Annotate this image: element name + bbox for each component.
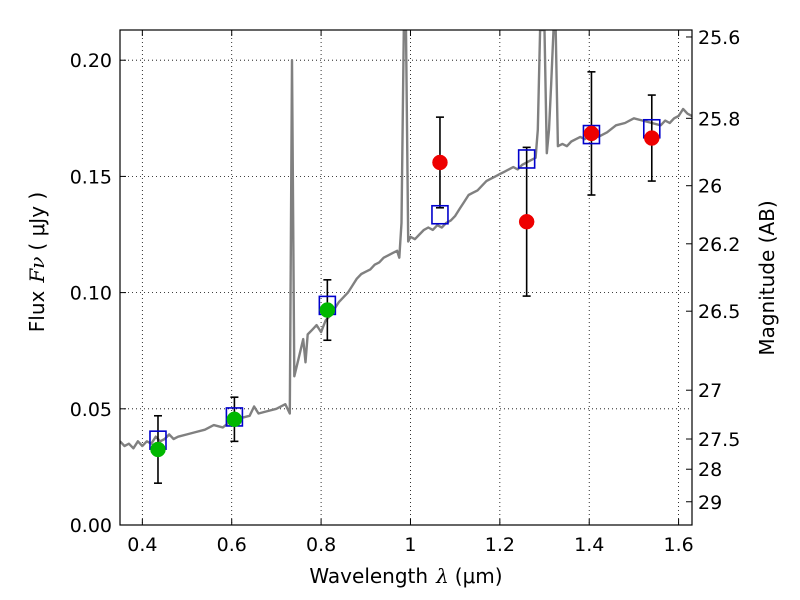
observed-photometry-layer bbox=[150, 125, 660, 458]
observed-point bbox=[150, 441, 166, 458]
y2-tick-label: 27 bbox=[698, 380, 722, 402]
y-axis-title: FluxFν( μJy ) bbox=[25, 192, 49, 332]
observed-point bbox=[518, 213, 535, 230]
y-tick-label: 0.05 bbox=[70, 399, 112, 421]
y-tick-label: 0.20 bbox=[70, 50, 112, 72]
observed-point bbox=[319, 302, 336, 318]
x-tick-label: 1.2 bbox=[485, 534, 515, 556]
axis-ticks: 0.4 0.6 0.8 1 1.2 1.4 1.6 0.00 0.05 0.10 0.15 0.20 2… bbox=[70, 27, 741, 556]
y2-axis-title: Magnitude (AB) bbox=[755, 200, 779, 355]
x-tick-label: 1 bbox=[404, 534, 416, 556]
observed-point bbox=[432, 154, 448, 171]
model-point bbox=[431, 204, 449, 225]
y2-tick-label: 27.5 bbox=[698, 429, 740, 451]
x-axis-title: Wavelength λ (μm) bbox=[309, 564, 502, 588]
model-point bbox=[582, 124, 601, 145]
spectrum-line bbox=[120, 30, 692, 450]
y2-tick-label: 25.6 bbox=[698, 27, 740, 49]
y-tick-label: 0.10 bbox=[70, 283, 112, 305]
y2-tick-label: 25.8 bbox=[698, 108, 740, 130]
x-tick-label: 1.6 bbox=[663, 534, 693, 556]
observed-point bbox=[226, 411, 243, 428]
x-tick-label: 0.6 bbox=[217, 534, 247, 556]
x-tick-label: 0.4 bbox=[127, 534, 157, 556]
observed-point bbox=[644, 130, 660, 146]
y-tick-label: 0.15 bbox=[70, 166, 112, 188]
model-photometry-layer bbox=[149, 118, 661, 450]
x-tick-label: 0.8 bbox=[306, 534, 336, 556]
spectrum-layer bbox=[120, 30, 692, 450]
y-tick-label: 0.00 bbox=[70, 515, 112, 537]
y2-tick-label: 29 bbox=[698, 492, 722, 514]
observed-point bbox=[583, 125, 600, 142]
x-tick-label: 1.4 bbox=[574, 534, 604, 556]
y2-tick-label: 28 bbox=[698, 459, 722, 481]
y2-tick-label: 26.5 bbox=[698, 301, 740, 323]
plot-frame bbox=[119, 29, 693, 526]
y2-tick-label: 26 bbox=[698, 176, 722, 198]
model-point bbox=[517, 149, 536, 169]
y2-tick-label: 26.2 bbox=[698, 234, 740, 256]
